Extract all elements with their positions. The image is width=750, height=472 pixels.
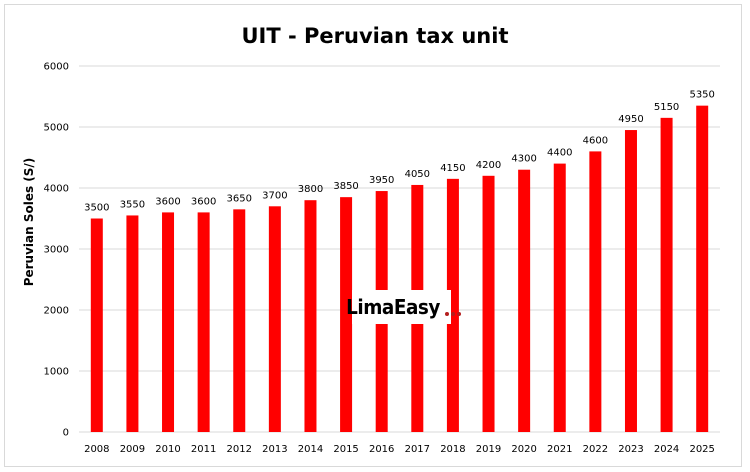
bar-2025 <box>696 105 709 433</box>
x-tick-label: 2012 <box>227 444 252 455</box>
x-tick-label: 2020 <box>511 444 536 455</box>
bar-2010 <box>162 212 175 432</box>
data-label-2010: 3600 <box>155 196 180 207</box>
bar-2020 <box>518 169 531 432</box>
x-tick-labels: 2008 2009 2010 2011 2012 2013 2014 2015 2016 2017… <box>84 444 715 455</box>
data-label-2021: 4400 <box>547 148 572 159</box>
data-label-2023: 4950 <box>618 114 643 125</box>
x-tick-label: 2009 <box>120 444 145 455</box>
bar-2008 <box>90 218 103 432</box>
data-label-2019: 4200 <box>476 160 501 171</box>
bar-2022 <box>589 151 602 432</box>
bar-2018 <box>446 178 459 432</box>
logo-dots-icon <box>445 298 462 316</box>
bar-2023 <box>624 130 637 433</box>
x-tick-label: 2024 <box>654 444 679 455</box>
y-tick-label: 0 <box>63 428 69 439</box>
y-tick-labels: 0 1000 2000 3000 4000 5000 6000 <box>44 62 69 439</box>
x-tick-label: 2013 <box>262 444 287 455</box>
x-tick-label: 2015 <box>333 444 358 455</box>
y-tick-label: 3000 <box>44 245 69 256</box>
x-tick-label: 2023 <box>618 444 643 455</box>
bar-2019 <box>482 175 495 433</box>
data-label-2008: 3500 <box>84 203 109 214</box>
data-labels: 3500 3550 3600 3600 3650 3700 3800 3850 3950 4050… <box>84 90 715 214</box>
x-tick-label: 2014 <box>298 444 323 455</box>
y-tick-label: 1000 <box>44 367 69 378</box>
limaeasy-logo: LimaEasy <box>346 290 462 324</box>
y-tick-label: 2000 <box>44 306 69 317</box>
data-label-2017: 4050 <box>405 169 430 180</box>
data-label-2016: 3950 <box>369 175 394 186</box>
x-tick-label: 2010 <box>155 444 180 455</box>
data-label-2009: 3550 <box>120 199 145 210</box>
x-tick-label: 2011 <box>191 444 216 455</box>
x-tick-label: 2025 <box>689 444 714 455</box>
data-label-2015: 3850 <box>333 181 358 192</box>
data-label-2011: 3600 <box>191 196 216 207</box>
chart-title: UIT - Peruvian tax unit <box>241 24 509 48</box>
data-label-2014: 3800 <box>298 184 323 195</box>
bar-2011 <box>197 212 210 432</box>
x-tick-label: 2022 <box>583 444 608 455</box>
data-label-2020: 4300 <box>511 154 536 165</box>
data-label-2013: 3700 <box>262 190 287 201</box>
x-tick-label: 2019 <box>476 444 501 455</box>
data-label-2024: 5150 <box>654 102 679 113</box>
y-tick-label: 6000 <box>44 62 69 73</box>
data-label-2025: 5350 <box>689 90 714 101</box>
x-tick-label: 2016 <box>369 444 394 455</box>
x-tick-label: 2017 <box>405 444 430 455</box>
bar-2021 <box>553 163 566 432</box>
y-tick-label: 4000 <box>44 184 69 195</box>
data-label-2022: 4600 <box>583 135 608 146</box>
bar-2015 <box>340 197 353 432</box>
data-label-2018: 4150 <box>440 163 465 174</box>
bar-2012 <box>233 209 246 432</box>
logo-text: LimaEasy <box>346 295 440 319</box>
bar-2024 <box>660 117 673 432</box>
y-tick-label: 5000 <box>44 123 69 134</box>
bar-2013 <box>268 206 281 432</box>
data-label-2012: 3650 <box>227 193 252 204</box>
bar-2014 <box>304 200 317 432</box>
bar-2009 <box>126 215 139 432</box>
x-tick-label: 2008 <box>84 444 109 455</box>
bars <box>90 105 709 433</box>
x-tick-label: 2021 <box>547 444 572 455</box>
x-tick-label: 2018 <box>440 444 465 455</box>
